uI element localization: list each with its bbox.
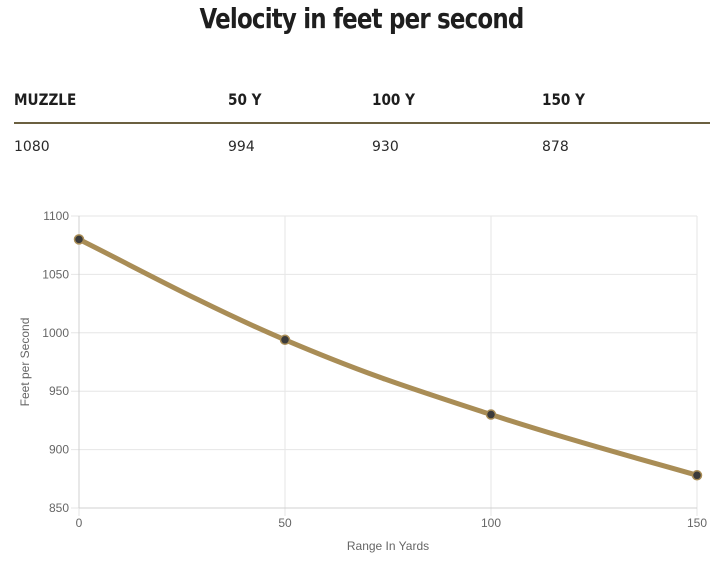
x-tick-label: 100 [481, 516, 501, 530]
velocity-table: MUZZLE 50 Y 100 Y 150 Y 1080 994 930 878 [14, 82, 710, 166]
series-line-velocity [76, 236, 700, 478]
velocity-chart: 850 900 950 1000 1050 1100 0 50 100 150 Range In Y… [18, 209, 707, 553]
y-axis-title: Feet per Second [18, 318, 32, 407]
table-header-muzzle: MUZZLE [14, 90, 77, 109]
table-value-150y: 878 [542, 139, 569, 155]
y-tick-label: 1100 [43, 209, 69, 223]
table-header-100y: 100 Y [372, 90, 415, 109]
data-point-0 [73, 234, 85, 245]
table-divider [14, 122, 710, 124]
x-axis-title: Range In Yards [347, 539, 429, 553]
data-point-150 [691, 470, 703, 481]
page-title: Velocity in feet per second [199, 2, 524, 35]
y-tick-label: 1050 [42, 267, 69, 281]
table-header-50y: 50 Y [228, 90, 262, 109]
x-tick-label: 0 [76, 516, 83, 530]
y-tick-label: 1000 [42, 326, 69, 340]
y-tick-label: 950 [49, 384, 69, 398]
y-tick-label: 850 [49, 501, 69, 515]
x-tick-label: 150 [687, 516, 707, 530]
table-value-muzzle: 1080 [14, 139, 50, 155]
data-point-50 [279, 334, 291, 346]
data-point-100 [485, 409, 497, 420]
y-tick-label: 900 [49, 443, 69, 457]
table-header-150y: 150 Y [542, 90, 585, 109]
x-tick-label: 50 [278, 516, 292, 530]
table-value-50y: 994 [228, 139, 255, 155]
table-value-100y: 930 [372, 139, 399, 155]
